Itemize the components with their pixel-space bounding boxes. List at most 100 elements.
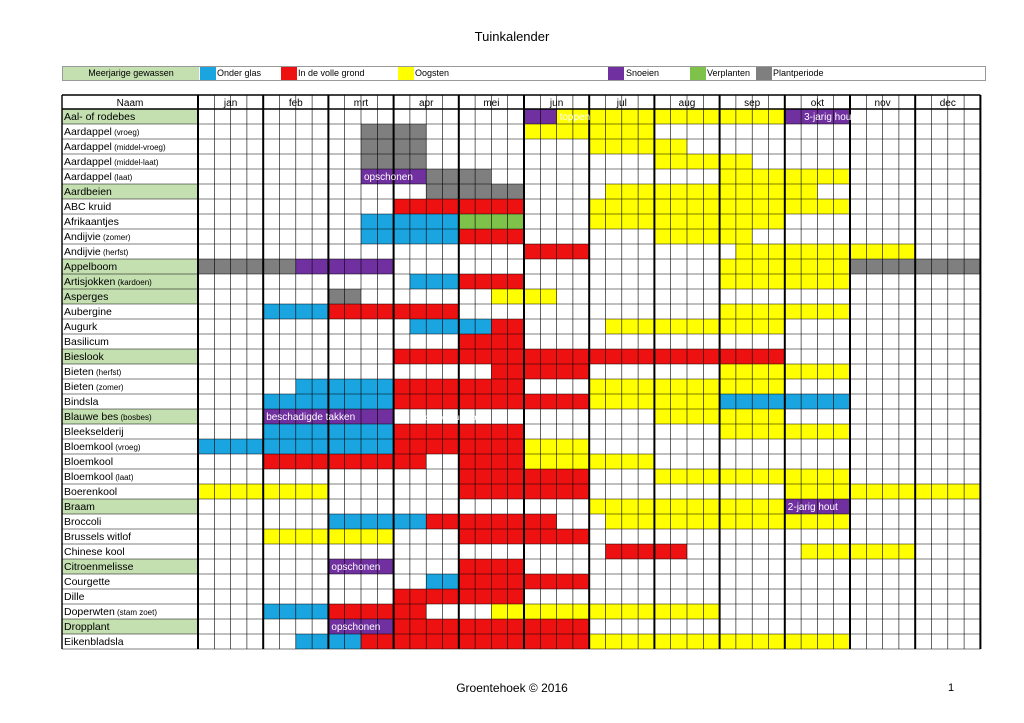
calendar-cell [703, 514, 720, 529]
calendar-cell [801, 259, 818, 274]
calendar-cell [426, 424, 443, 439]
crop-name-text: Afrikaantjes [64, 216, 119, 228]
calendar-cell [507, 334, 524, 349]
calendar-cell [442, 574, 459, 589]
calendar-cell [393, 229, 410, 244]
calendar-cell [605, 514, 622, 529]
calendar-cell [752, 259, 769, 274]
calendar-cell [735, 304, 753, 319]
calendar-cell [344, 514, 361, 529]
calendar-cell [654, 319, 671, 334]
calendar-cell [801, 109, 818, 124]
calendar-cell [931, 484, 948, 499]
calendar-cell [540, 394, 557, 409]
calendar-cell [687, 409, 704, 424]
calendar-cell [947, 259, 965, 274]
calendar-cell [491, 289, 508, 304]
calendar-cell [572, 454, 590, 469]
calendar-cell [833, 634, 850, 649]
calendar-cell [540, 109, 557, 124]
calendar-cell [524, 574, 541, 589]
calendar-cell [409, 394, 427, 409]
calendar-cell [964, 259, 981, 274]
calendar-cell [572, 634, 590, 649]
calendar-cell [915, 259, 932, 274]
calendar-cell [654, 229, 671, 244]
cell-annotation: vrucht op oud hout ! [413, 412, 488, 422]
calendar-cell [507, 454, 524, 469]
calendar-cell [540, 514, 557, 529]
crop-name-text: Chinese kool [64, 546, 125, 558]
calendar-cell [507, 439, 524, 454]
crop-name: Bieten (zomer) [64, 381, 124, 393]
calendar-cell [361, 304, 378, 319]
calendar-cell [752, 184, 769, 199]
calendar-cell [833, 259, 850, 274]
calendar-cell [507, 184, 524, 199]
calendar-cell [833, 109, 850, 124]
crop-name-text: Bieslook [64, 351, 104, 363]
calendar-cell [572, 394, 590, 409]
crop-name: Aardappel (vroeg) [64, 126, 140, 138]
calendar-cell [214, 259, 231, 274]
calendar-cell [507, 364, 524, 379]
calendar-cell [605, 349, 622, 364]
crop-name: Artisjokken (kardoen) [64, 276, 152, 288]
crop-name: Doperwten (stam zoet) [64, 606, 157, 618]
calendar-cell [475, 394, 492, 409]
calendar-cell [735, 244, 753, 259]
crop-name-text: Courgette [64, 576, 110, 588]
calendar-cell [589, 604, 606, 619]
calendar-cell [605, 199, 622, 214]
calendar-cell [295, 634, 313, 649]
calendar-cell [572, 604, 590, 619]
calendar-cell [409, 439, 427, 454]
calendar-cell [393, 139, 410, 154]
calendar-cell [491, 349, 508, 364]
legend-perennial-swatch [63, 67, 199, 80]
calendar-cell [279, 424, 296, 439]
cell-annotation: toppen [560, 112, 591, 123]
calendar-cell [589, 214, 606, 229]
calendar-cell [344, 529, 361, 544]
calendar-cell [458, 349, 476, 364]
calendar-cell [442, 424, 459, 439]
calendar-cell [752, 469, 769, 484]
calendar-cell [524, 484, 541, 499]
calendar-cell [833, 394, 850, 409]
calendar-cell [687, 379, 704, 394]
calendar-cell [279, 529, 296, 544]
calendar-cell [670, 544, 687, 559]
calendar-cell [409, 214, 427, 229]
calendar-cell [589, 394, 606, 409]
calendar-cell [703, 199, 720, 214]
calendar-cell [817, 244, 834, 259]
calendar-cell [752, 214, 769, 229]
crop-name: Asperges [64, 291, 108, 303]
calendar-cell [361, 529, 378, 544]
calendar-cell [491, 559, 508, 574]
calendar-cell [801, 514, 818, 529]
calendar-cell [556, 484, 573, 499]
calendar-cell [670, 499, 687, 514]
calendar-cell [540, 469, 557, 484]
calendar-cell [377, 559, 394, 574]
calendar-cell [295, 604, 313, 619]
crop-name: Aardappel (middel-vroeg) [64, 141, 166, 153]
crop-name: Aardappel (laat) [64, 171, 133, 183]
calendar-cell [361, 154, 378, 169]
calendar-cell [393, 124, 410, 139]
crop-name: Appelboom [64, 261, 117, 273]
calendar-cell [524, 349, 541, 364]
calendar-cell [719, 634, 736, 649]
crop-name-text: Augurk [64, 321, 98, 333]
calendar-cell [735, 514, 753, 529]
calendar-cell [638, 514, 655, 529]
calendar-cell [263, 454, 280, 469]
legend-transplant-swatch [690, 67, 706, 80]
calendar-cell [638, 349, 655, 364]
calendar-cell [409, 349, 427, 364]
crop-name: Aardappel (middel-laat) [64, 156, 159, 168]
calendar-cell [442, 439, 459, 454]
calendar-cell [409, 634, 427, 649]
